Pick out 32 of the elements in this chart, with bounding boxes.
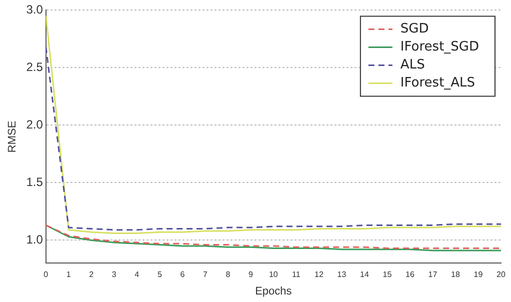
x-tick-label: 19 [474,270,484,280]
x-tick-label: 3 [112,270,117,280]
y-tick-label: 2.0 [26,118,44,132]
x-tick-label: 16 [406,270,415,280]
y-axis-title: RMSE [6,120,19,153]
x-tick-label: 15 [382,270,392,280]
x-tick-label: 2 [89,270,94,280]
x-tick-label: 11 [292,270,301,280]
x-tick-label: 5 [157,270,162,280]
legend-label: IForest_ALS [400,76,476,91]
y-tick-label: 1.5 [26,175,44,190]
legend-label: IForest_SGD [400,40,480,55]
x-tick-label: 9 [248,270,254,280]
x-tick-label: 7 [202,270,208,280]
x-tick-label: 6 [180,270,186,280]
x-tick-label: 13 [337,270,347,280]
x-tick-label: 17 [428,270,438,280]
x-tick-label: 8 [226,270,231,280]
x-tick-label: 14 [360,270,370,280]
legend-label: ALS [400,58,425,73]
x-tick-label: 12 [314,270,324,280]
x-tick-label: 4 [134,270,140,280]
x-tick-label: 10 [268,270,278,280]
y-tick-label: 3.0 [26,2,44,17]
x-tick-label: 1 [66,270,72,280]
x-tick-label: 0 [44,270,49,280]
x-tick-label: 20 [496,270,506,280]
y-tick-label: 2.5 [26,60,44,74]
legend-label: SGD [400,22,429,37]
x-tick-label: 18 [451,270,460,280]
y-tick-label: 1.0 [26,232,44,247]
x-axis-title: Epochs [255,285,292,298]
